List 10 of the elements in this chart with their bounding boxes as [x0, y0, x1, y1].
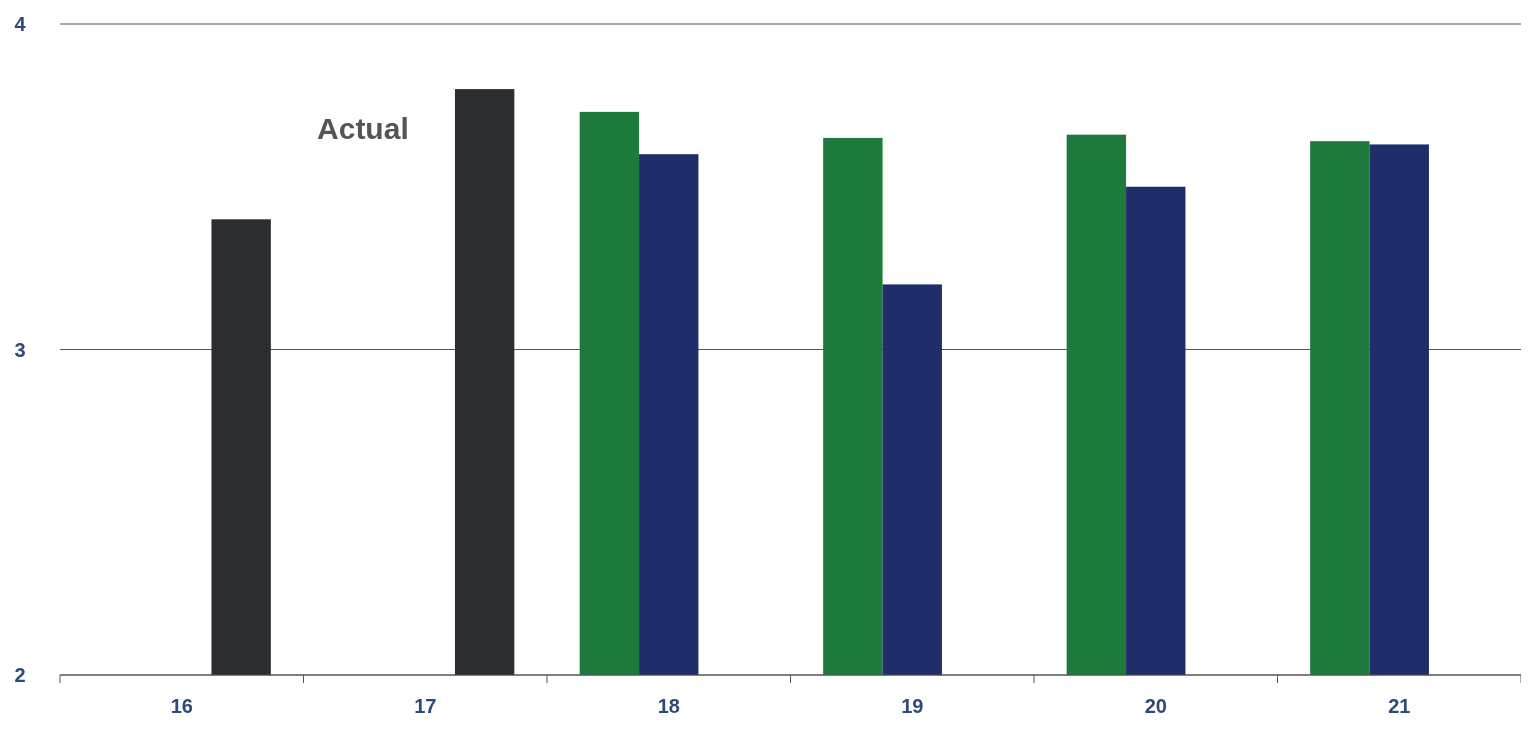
series-label: Actual: [317, 112, 409, 146]
x-tick-label: 21: [1388, 695, 1411, 717]
y-tick-label: 3: [14, 338, 26, 361]
x-tick-label: 20: [1144, 695, 1167, 717]
y-tick-label: 4: [14, 13, 27, 35]
x-tick-label: 16: [170, 695, 193, 717]
x-tick-label: 17: [414, 695, 437, 717]
y-tick-label: 2: [14, 664, 26, 686]
x-tick-label: 18: [657, 695, 680, 717]
x-tick-label: 19: [901, 695, 924, 717]
